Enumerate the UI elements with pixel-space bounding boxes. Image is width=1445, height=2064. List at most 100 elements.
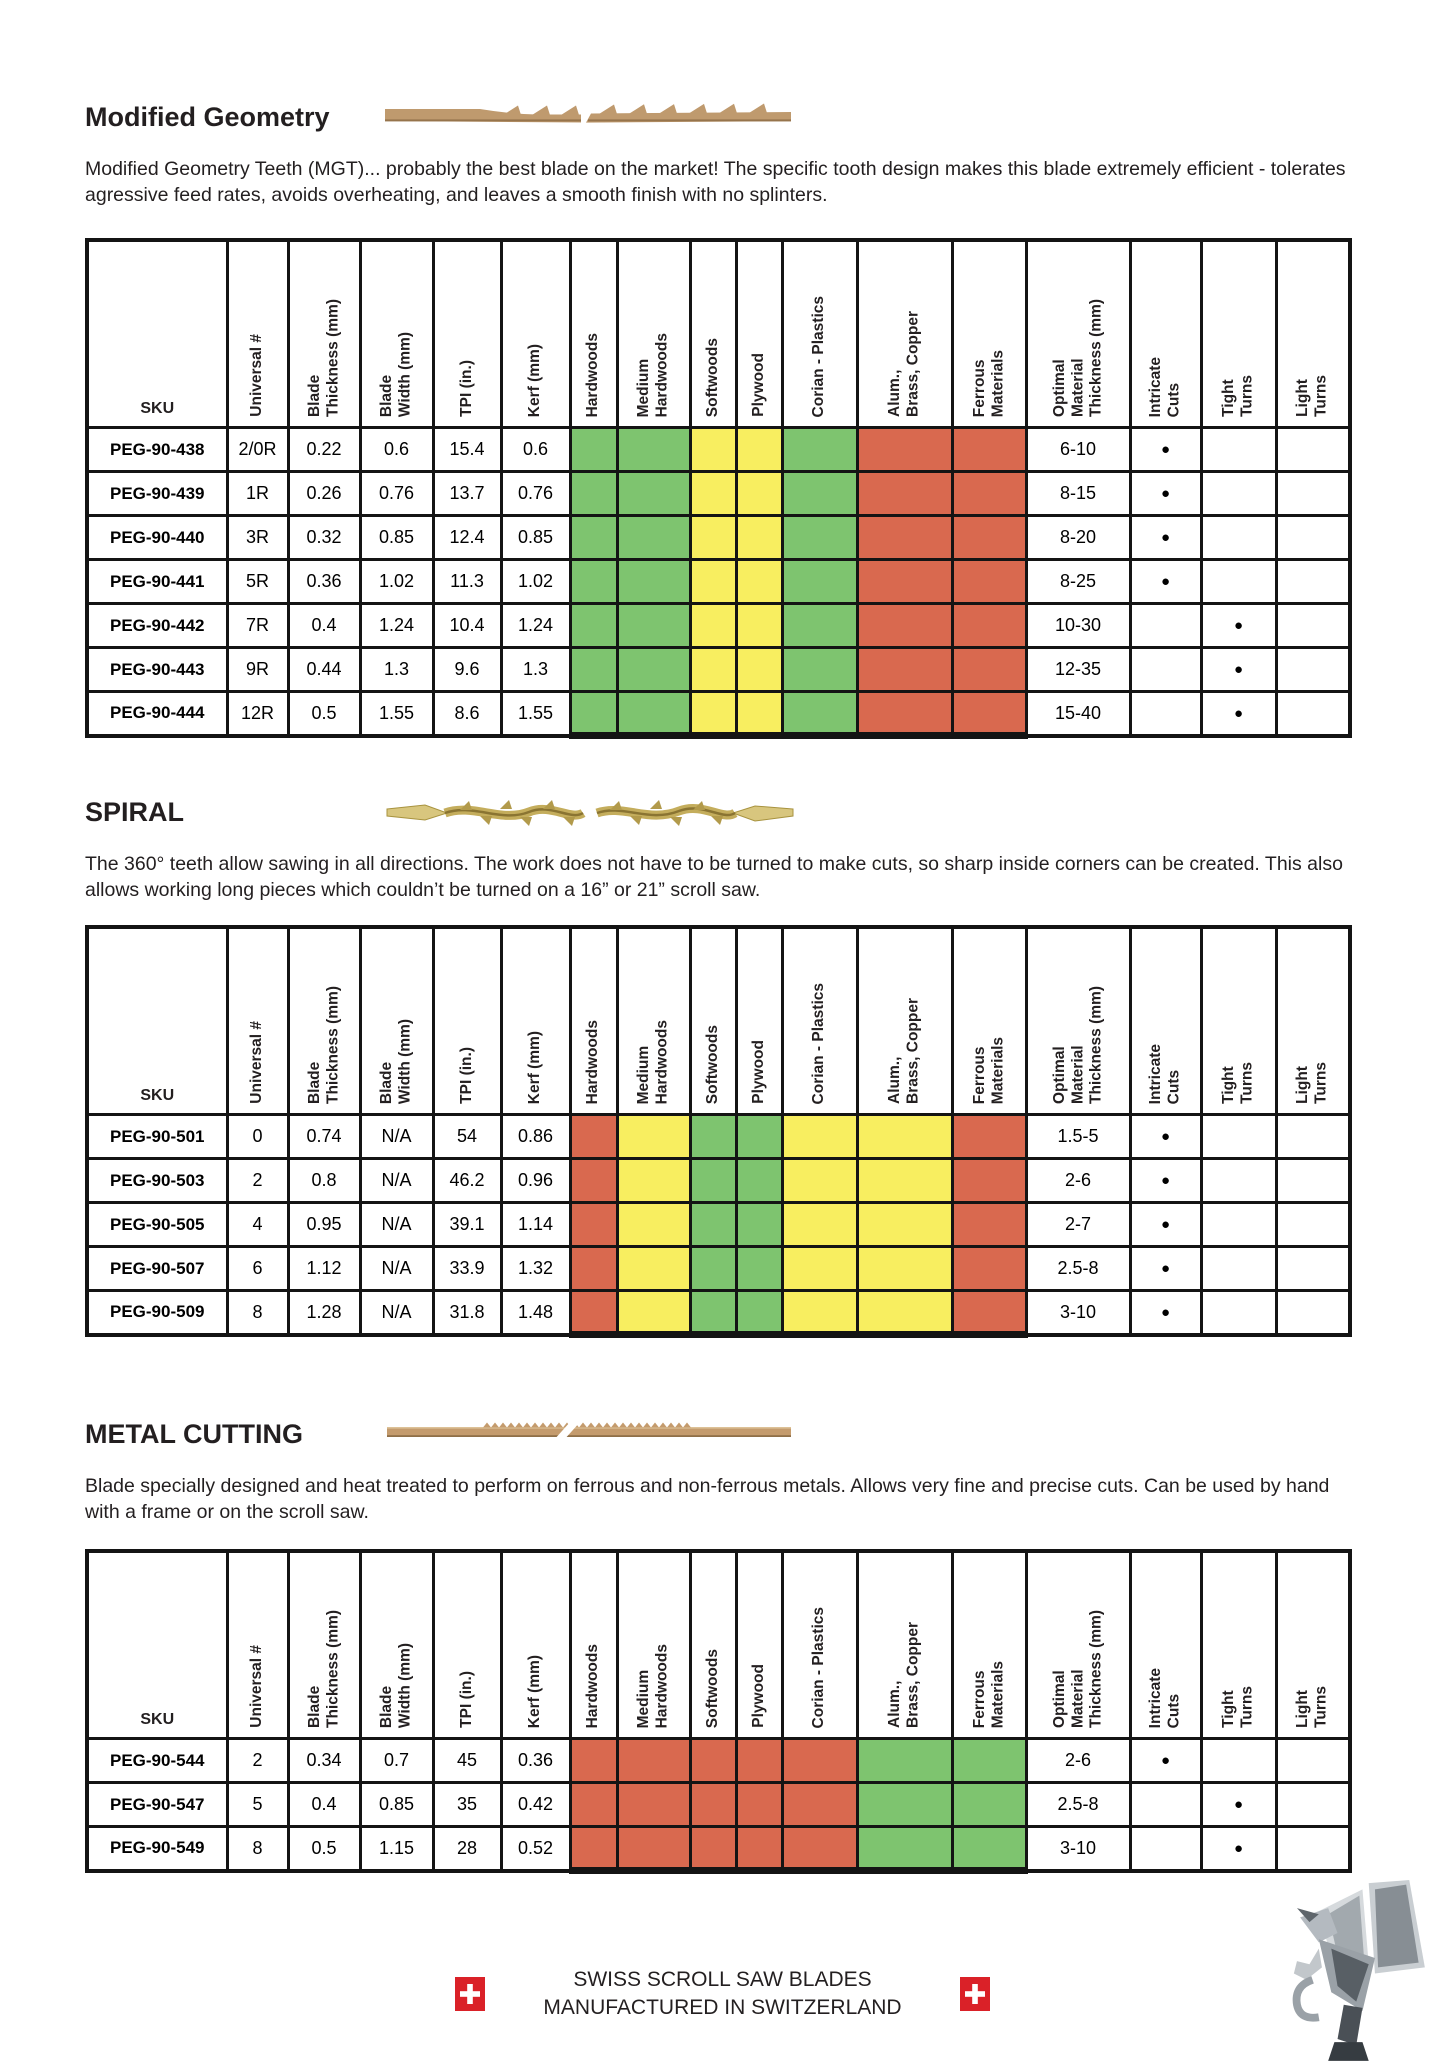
sku-cell: PEG-90-509 <box>85 1289 229 1336</box>
universal-number-cell: 5R <box>225 558 290 605</box>
material-rating-cell <box>734 514 784 561</box>
light-turns-cell <box>1274 646 1352 693</box>
light-turns-cell <box>1274 426 1352 473</box>
sku-cell: PEG-90-438 <box>85 426 229 473</box>
spec-row: PEG-90-547 5 0.4 0.85 35 0.42 2.5-8 ● <box>85 1781 1352 1828</box>
col-header-softwoods: Softwoods <box>688 1549 738 1740</box>
col-header-corian-plastics: Corian - Plastics <box>780 925 859 1116</box>
material-rating-cell <box>688 558 738 605</box>
intricate-cuts-cell: ● <box>1128 1113 1203 1160</box>
col-header-softwoods: Softwoods <box>688 925 738 1116</box>
spec-row: PEG-90-439 1R 0.26 0.76 13.7 0.76 8-15 ● <box>85 470 1352 517</box>
material-rating-cell <box>780 1289 859 1338</box>
header-row: SKU Universal # Blade Thickness (mm) Bla… <box>85 1549 1352 1740</box>
material-rating-cell <box>568 1781 619 1828</box>
tpi-cell: 15.4 <box>431 426 503 473</box>
light-turns-cell <box>1274 1245 1352 1292</box>
material-rating-cell <box>734 690 784 739</box>
tpi-cell: 28 <box>431 1825 503 1872</box>
blade-thickness-cell: 0.74 <box>286 1113 362 1160</box>
col-header-intricate-cuts: Intricate Cuts <box>1128 925 1203 1116</box>
sku-cell: PEG-90-505 <box>85 1201 229 1248</box>
blade-width-cell: N/A <box>358 1245 435 1292</box>
material-rating-cell <box>568 470 619 517</box>
intricate-cuts-cell <box>1128 1781 1203 1828</box>
intricate-cuts-cell: ● <box>1128 1157 1203 1204</box>
blade-thickness-cell: 1.12 <box>286 1245 362 1292</box>
mgt-spec-table: SKU Universal # Blade Thickness (mm) Bla… <box>85 238 1352 739</box>
intricate-cuts-cell <box>1128 646 1203 693</box>
material-rating-cell <box>688 514 738 561</box>
blade-width-cell: 0.7 <box>358 1737 435 1784</box>
material-rating-cell <box>855 470 954 517</box>
material-rating-cell <box>780 514 859 561</box>
material-rating-cell <box>734 646 784 693</box>
tpi-cell: 39.1 <box>431 1201 503 1248</box>
spec-row: PEG-90-440 3R 0.32 0.85 12.4 0.85 8-20 ● <box>85 514 1352 561</box>
material-rating-cell <box>780 1245 859 1292</box>
material-rating-cell <box>855 1201 954 1248</box>
metal-blade-image <box>387 1421 791 1441</box>
col-header-blade-width: Blade Width (mm) <box>358 925 435 1116</box>
tpi-cell: 31.8 <box>431 1289 503 1336</box>
material-rating-cell <box>615 602 692 649</box>
universal-number-cell: 1R <box>225 470 290 517</box>
material-rating-cell <box>734 602 784 649</box>
material-rating-cell <box>950 1781 1028 1828</box>
tpi-cell: 35 <box>431 1781 503 1828</box>
blade-width-cell: 1.55 <box>358 690 435 737</box>
material-rating-cell <box>734 1781 784 1828</box>
material-rating-cell <box>734 1245 784 1292</box>
material-rating-cell <box>950 1289 1028 1338</box>
spec-row: PEG-90-441 5R 0.36 1.02 11.3 1.02 8-25 ● <box>85 558 1352 605</box>
spec-row: PEG-90-507 6 1.12 N/A 33.9 1.32 2.5-8 ● <box>85 1245 1352 1292</box>
material-rating-cell <box>615 646 692 693</box>
light-turns-cell <box>1274 1157 1352 1204</box>
footer: SWISS SCROLL SAW BLADES MANUFACTURED IN … <box>0 1966 1445 2022</box>
blade-thickness-cell: 0.26 <box>286 470 362 517</box>
col-header-tpi: TPI (in.) <box>431 925 503 1116</box>
intricate-cuts-cell: ● <box>1128 1289 1203 1336</box>
material-rating-cell <box>615 1201 692 1248</box>
light-turns-cell <box>1274 1825 1352 1872</box>
pegasus-logo <box>1292 1880 1425 2061</box>
kerf-cell: 0.52 <box>499 1825 572 1872</box>
col-header-tight-turns: Tight Turns <box>1199 1549 1278 1740</box>
tpi-cell: 13.7 <box>431 470 503 517</box>
material-rating-cell <box>855 426 954 473</box>
kerf-cell: 0.86 <box>499 1113 572 1160</box>
material-rating-cell <box>734 1157 784 1204</box>
blade-width-cell: 0.85 <box>358 514 435 561</box>
spec-row: PEG-90-544 2 0.34 0.7 45 0.36 2-6 ● <box>85 1737 1352 1784</box>
universal-number-cell: 7R <box>225 602 290 649</box>
light-turns-cell <box>1274 1781 1352 1828</box>
intricate-cuts-cell <box>1128 602 1203 649</box>
material-rating-cell <box>615 1113 692 1160</box>
tight-turns-cell <box>1199 426 1278 473</box>
material-rating-cell <box>568 514 619 561</box>
material-rating-cell <box>568 1113 619 1160</box>
sku-cell: PEG-90-547 <box>85 1781 229 1828</box>
col-header-ferrous-materials: Ferrous Materials <box>950 925 1028 1116</box>
section-metal-cutting: METAL CUTTING Blade specially designed a… <box>85 1417 1353 1874</box>
material-rating-cell <box>734 1825 784 1874</box>
material-rating-cell <box>615 470 692 517</box>
tight-turns-cell <box>1199 470 1278 517</box>
blade-width-cell: N/A <box>358 1201 435 1248</box>
universal-number-cell: 2 <box>225 1737 290 1784</box>
mgt-blade-image <box>385 103 791 123</box>
section-modified-geometry: Modified Geometry Modified Geometry Teet… <box>85 100 1353 739</box>
material-rating-cell <box>568 558 619 605</box>
kerf-cell: 1.3 <box>499 646 572 693</box>
blade-thickness-cell: 0.44 <box>286 646 362 693</box>
blade-width-cell: 0.6 <box>358 426 435 473</box>
kerf-cell: 0.36 <box>499 1737 572 1784</box>
col-header-hardwoods: Hardwoods <box>568 238 619 429</box>
material-rating-cell <box>780 1737 859 1784</box>
optimal-thickness-cell: 8-25 <box>1024 558 1132 605</box>
material-rating-cell <box>688 1289 738 1338</box>
kerf-cell: 1.55 <box>499 690 572 737</box>
material-rating-cell <box>780 646 859 693</box>
optimal-thickness-cell: 2-7 <box>1024 1201 1132 1248</box>
tight-turns-cell <box>1199 1737 1278 1784</box>
